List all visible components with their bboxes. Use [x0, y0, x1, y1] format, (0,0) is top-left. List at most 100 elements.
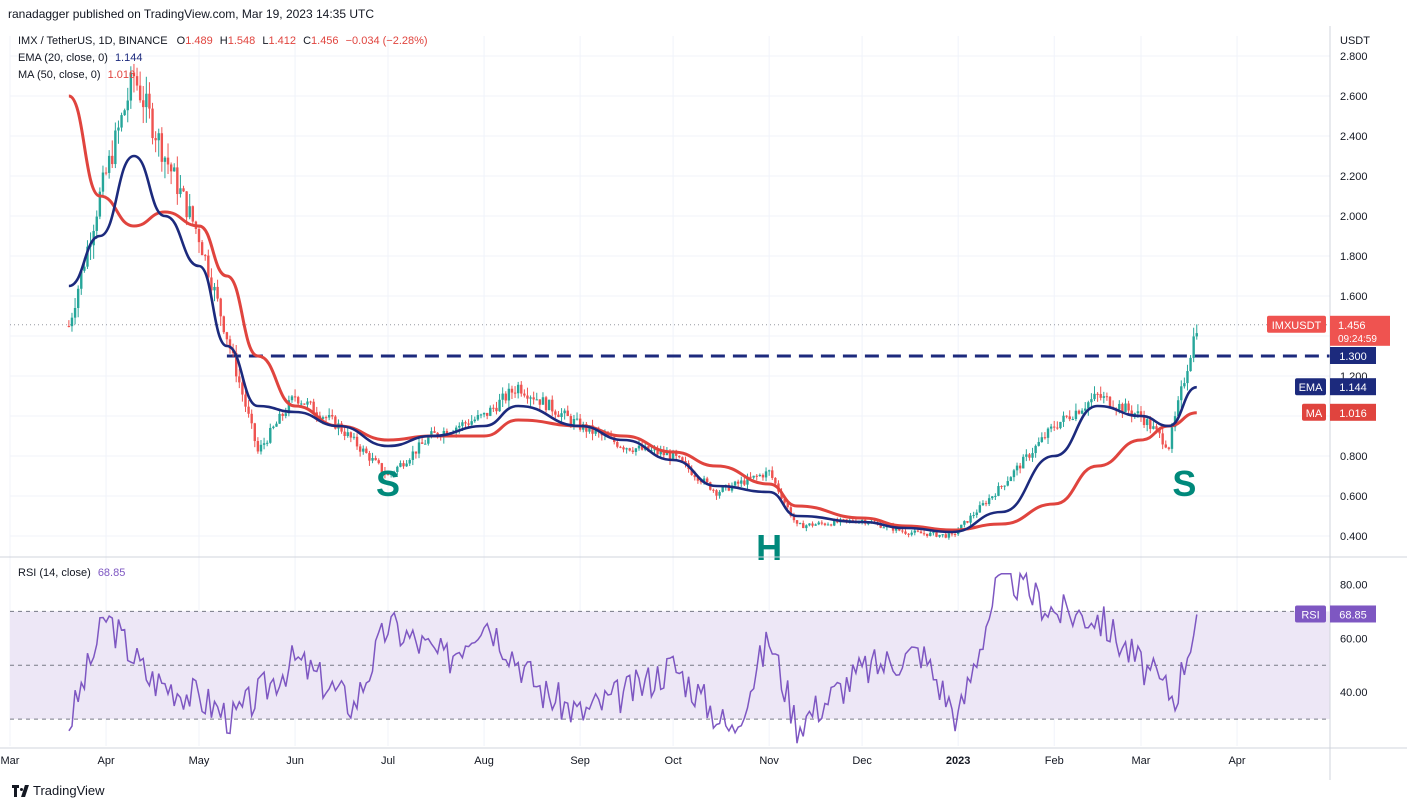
ma-legend-value: 1.016 — [107, 69, 136, 81]
candle-body — [792, 516, 796, 521]
candle-body — [1053, 426, 1056, 428]
candle-body — [306, 401, 309, 405]
candle-body — [157, 133, 160, 141]
candle-body — [650, 450, 653, 452]
candle-body — [767, 470, 771, 472]
candle-body — [1003, 485, 1006, 487]
candle-body — [303, 403, 306, 405]
ema-tag-label: EMA — [1299, 382, 1324, 394]
rsi-tick-label: 60.00 — [1340, 633, 1368, 645]
candle-body — [935, 532, 938, 537]
time-tick-label: Apr — [97, 755, 114, 767]
candle-body — [640, 445, 644, 450]
candle-body — [1108, 396, 1112, 408]
candle-body — [950, 533, 954, 535]
candle-body — [684, 460, 687, 464]
candle-body — [705, 478, 709, 483]
candle-body — [312, 401, 315, 413]
candle-body — [296, 397, 300, 404]
candle-body — [160, 133, 164, 162]
candle-body — [712, 489, 715, 491]
candle-body — [1056, 427, 1059, 429]
candle-body — [987, 498, 991, 505]
candle-body — [1189, 357, 1192, 372]
candle-body — [1090, 399, 1093, 403]
candle-body — [76, 288, 80, 308]
candle-body — [802, 523, 805, 529]
candle-body — [135, 76, 139, 86]
candle-body — [1099, 394, 1102, 398]
candle-body — [994, 495, 997, 497]
candle-body — [526, 395, 529, 399]
price-axis-unit: USDT — [1340, 35, 1370, 47]
rsi-band — [10, 611, 1330, 720]
candle-body — [324, 417, 328, 419]
candle-body — [1102, 396, 1106, 398]
candle-body — [188, 206, 191, 218]
candle-body — [386, 474, 390, 476]
candle-body — [690, 469, 693, 475]
candle-body — [411, 451, 415, 460]
candle-body — [501, 393, 504, 400]
candle-body — [1180, 386, 1183, 401]
candle-body — [111, 155, 114, 165]
candle-body — [674, 451, 678, 456]
candle-body — [225, 332, 229, 340]
ema-legend-label: EMA (20, close, 0) — [18, 52, 108, 64]
candle-body — [219, 298, 222, 317]
candle-body — [234, 352, 238, 377]
candle-body — [259, 444, 263, 452]
candle-body — [1130, 410, 1133, 416]
candle-body — [73, 307, 77, 318]
candle-body — [368, 453, 371, 461]
candle-body — [197, 228, 201, 243]
candle-body — [275, 423, 278, 427]
candle-body — [972, 515, 975, 517]
price-tick-label: 2.600 — [1340, 91, 1368, 103]
candle-body — [430, 431, 433, 438]
candle-body — [1127, 403, 1130, 411]
candle-body — [83, 266, 86, 271]
candle-body — [343, 431, 346, 437]
high-label: H — [219, 35, 228, 47]
price-tick-label: 2.000 — [1340, 211, 1368, 223]
candle-body — [1186, 371, 1189, 384]
candle-body — [560, 413, 563, 417]
ma-tag-value: 1.016 — [1339, 408, 1367, 420]
candle-body — [1121, 403, 1124, 413]
candle-body — [1077, 410, 1081, 414]
candle-body — [461, 422, 464, 426]
candle-body — [944, 534, 947, 538]
candle-body — [464, 422, 467, 424]
close-label: C — [303, 35, 312, 47]
candle-body — [213, 286, 216, 291]
candle-body — [894, 527, 898, 531]
candle-body — [538, 399, 542, 405]
candle-body — [1118, 403, 1121, 410]
rsi-line — [68, 571, 1198, 744]
candle-body — [256, 441, 260, 452]
candle-body — [668, 452, 672, 460]
candle-body — [919, 531, 923, 534]
candle-body — [997, 486, 1000, 496]
candle-body — [265, 442, 269, 444]
candle-body — [860, 519, 864, 522]
candle-body — [805, 525, 808, 529]
brand-name: TradingView — [33, 783, 105, 798]
candle-body — [250, 413, 253, 424]
candle-body — [145, 93, 148, 108]
level-tag-value: 1.300 — [1339, 351, 1367, 363]
candle-body — [1080, 410, 1084, 414]
candle-body — [473, 419, 476, 422]
candle-body — [1167, 447, 1171, 449]
candle-body — [913, 530, 916, 533]
candle-body — [566, 410, 569, 417]
price-tick-label: 1.600 — [1340, 291, 1368, 303]
candle-body — [520, 384, 523, 394]
candle-body — [969, 515, 972, 523]
rsi-tag-label: RSI — [1301, 609, 1319, 621]
candle-body — [489, 407, 492, 416]
candle-body — [1183, 383, 1186, 387]
candle-body — [402, 463, 405, 467]
candle-body — [399, 463, 402, 467]
